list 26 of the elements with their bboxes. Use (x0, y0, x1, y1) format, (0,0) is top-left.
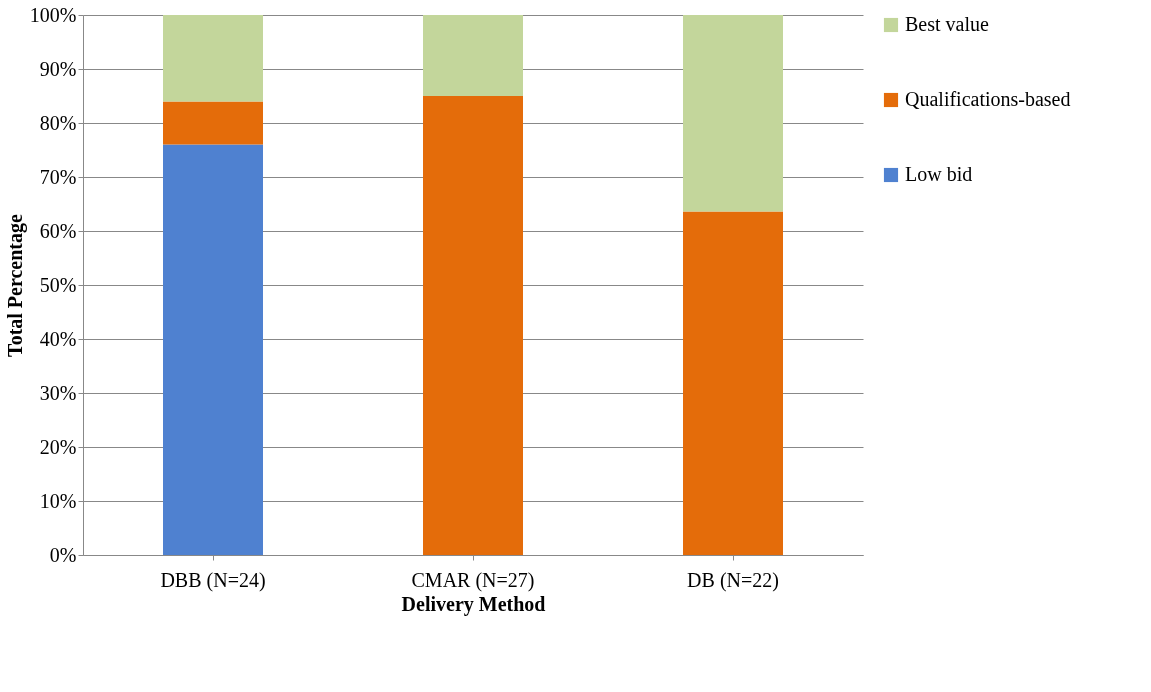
bar (683, 15, 783, 212)
y-tick-label: 90% (39, 57, 77, 80)
y-tick-label: 50% (39, 273, 77, 296)
bar (423, 96, 523, 555)
x-tick-label: DB (N=22) (687, 568, 779, 592)
y-tick-label: 100% (29, 3, 77, 26)
y-tick-label: 20% (39, 435, 77, 458)
bar (163, 101, 263, 145)
y-tick-label: 80% (39, 111, 77, 134)
x-axis-title: Delivery Method (401, 592, 546, 616)
legend-label: Best value (905, 13, 989, 35)
y-tick-label: 60% (39, 219, 77, 242)
legend-label: Low bid (905, 163, 973, 185)
y-tick-label: 10% (39, 489, 77, 512)
y-axis-title: Total Percentage (3, 214, 27, 357)
bar (163, 144, 263, 555)
bar (163, 15, 263, 102)
y-tick-label: 30% (39, 381, 77, 404)
y-tick-label: 40% (39, 327, 77, 350)
x-tick-label: CMAR (N=27) (411, 568, 535, 592)
bar (683, 211, 783, 555)
legend-label: Qualifications-based (905, 88, 1071, 110)
bar (423, 15, 523, 96)
y-tick-label: 0% (49, 543, 77, 566)
x-tick-label: DBB (N=24) (160, 568, 266, 592)
y-tick-label: 70% (39, 165, 77, 188)
